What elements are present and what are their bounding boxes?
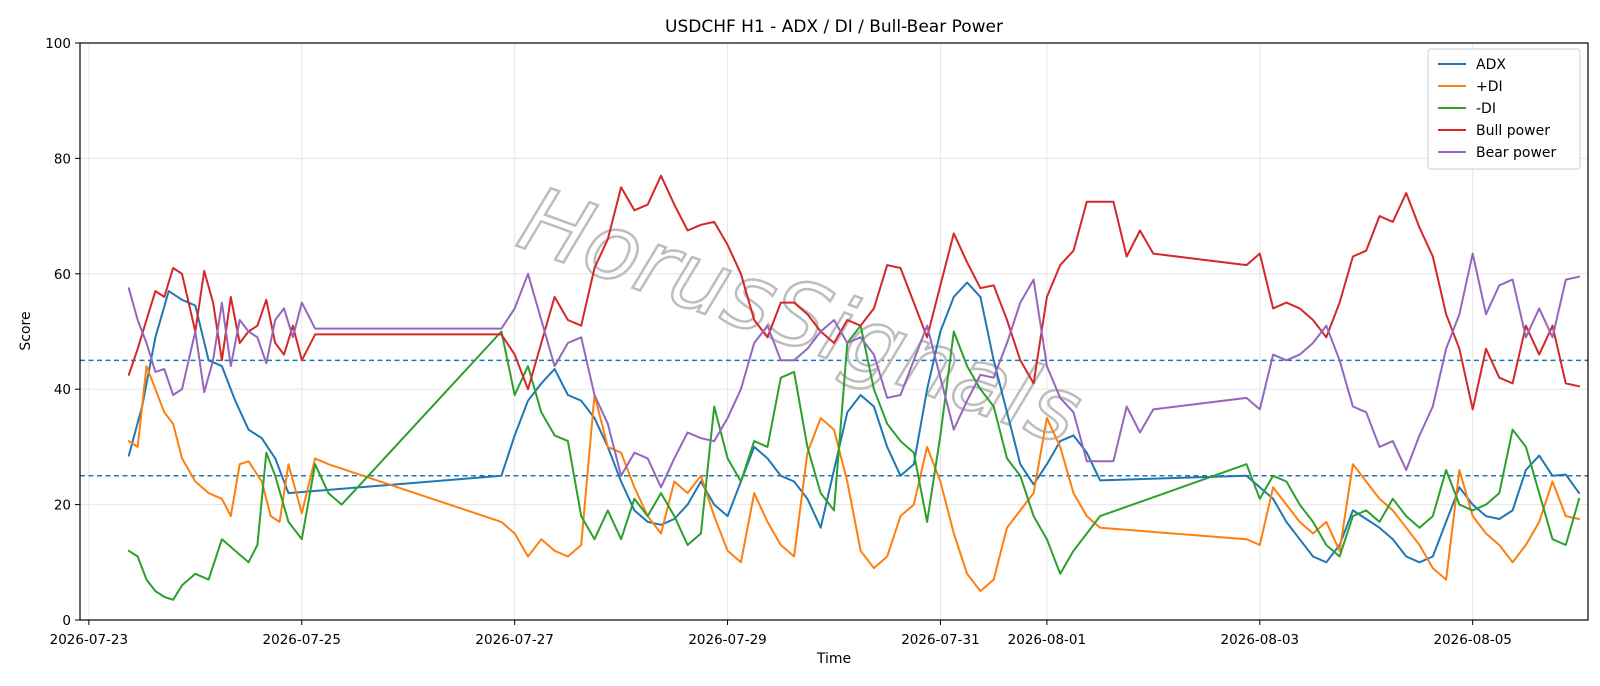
legend-box [1427, 48, 1581, 170]
y-tick-label: 60 [54, 267, 71, 283]
chart-title: USDCHF H1 - ADX / DI / Bull-Bear Power [665, 17, 1003, 37]
y-axis-label: Score [18, 311, 34, 350]
series-line-adx [127, 281, 1581, 564]
axis-ticks: 2026-07-23 2026-07-25 2026-07-27 2026-07-29… [45, 36, 1512, 648]
x-tick-label: 2026-08-03 [1221, 632, 1299, 648]
x-tick-label: 2026-07-23 [50, 632, 128, 648]
x-axis-label: Time [816, 651, 851, 667]
y-tick-label: 0 [62, 613, 71, 629]
legend-label-di: -DI [1476, 101, 1496, 117]
series-line-bear-power [127, 252, 1581, 489]
legend-label-bull-power: Bull power [1476, 123, 1550, 139]
y-tick-label: 20 [54, 498, 71, 514]
x-tick-label: 2026-07-25 [263, 632, 341, 648]
y-tick-label: 40 [54, 382, 71, 398]
reference-lines [80, 359, 1588, 477]
x-tick-label: 2026-08-01 [1008, 632, 1086, 648]
legend-label-di: +DI [1476, 79, 1503, 95]
x-tick-label: 2026-08-05 [1433, 632, 1511, 648]
x-tick-label: 2026-07-31 [901, 632, 979, 648]
legend-label-adx: ADX [1476, 57, 1506, 73]
series-line-di [127, 324, 1581, 601]
x-tick-label: 2026-07-29 [688, 632, 766, 648]
legend: ADX +DI -DI Bull power Bear power [1427, 48, 1581, 170]
plot-frame [79, 42, 1589, 621]
series-line-di [127, 365, 1581, 593]
series-line-bull-power [127, 174, 1581, 411]
y-tick-label: 100 [45, 36, 71, 52]
x-tick-label: 2026-07-27 [475, 632, 553, 648]
legend-label-bear-power: Bear power [1476, 145, 1557, 161]
y-tick-label: 80 [54, 151, 71, 167]
series-layer [127, 174, 1581, 601]
